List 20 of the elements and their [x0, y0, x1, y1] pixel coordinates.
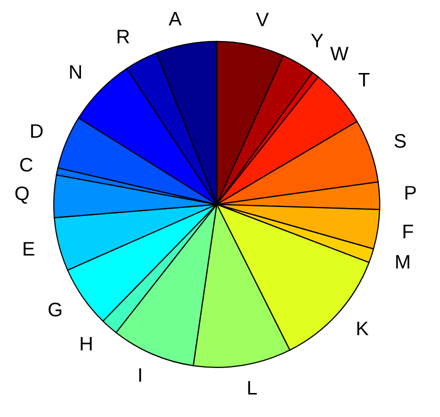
slice-label: I — [139, 368, 142, 382]
slice-label: C — [20, 158, 32, 172]
slice-label: F — [404, 224, 414, 238]
slice-label: E — [24, 242, 34, 256]
slice-label: M — [396, 255, 410, 268]
slice-label: N — [70, 65, 81, 79]
slice-label: D — [31, 124, 43, 138]
slice-label: L — [248, 381, 257, 394]
slice-label: Y — [311, 34, 324, 48]
slice-label: T — [358, 73, 370, 86]
slice-label: H — [80, 337, 92, 350]
slice-label: R — [118, 30, 130, 44]
slice-label: W — [330, 46, 348, 60]
slice-label: V — [256, 12, 269, 26]
slice-label: G — [48, 302, 62, 316]
slice-label: A — [168, 12, 182, 26]
slice-label: K — [357, 322, 368, 336]
slice-label: Q — [15, 186, 29, 204]
slice-label: P — [405, 186, 416, 200]
slice-label: S — [394, 134, 406, 148]
